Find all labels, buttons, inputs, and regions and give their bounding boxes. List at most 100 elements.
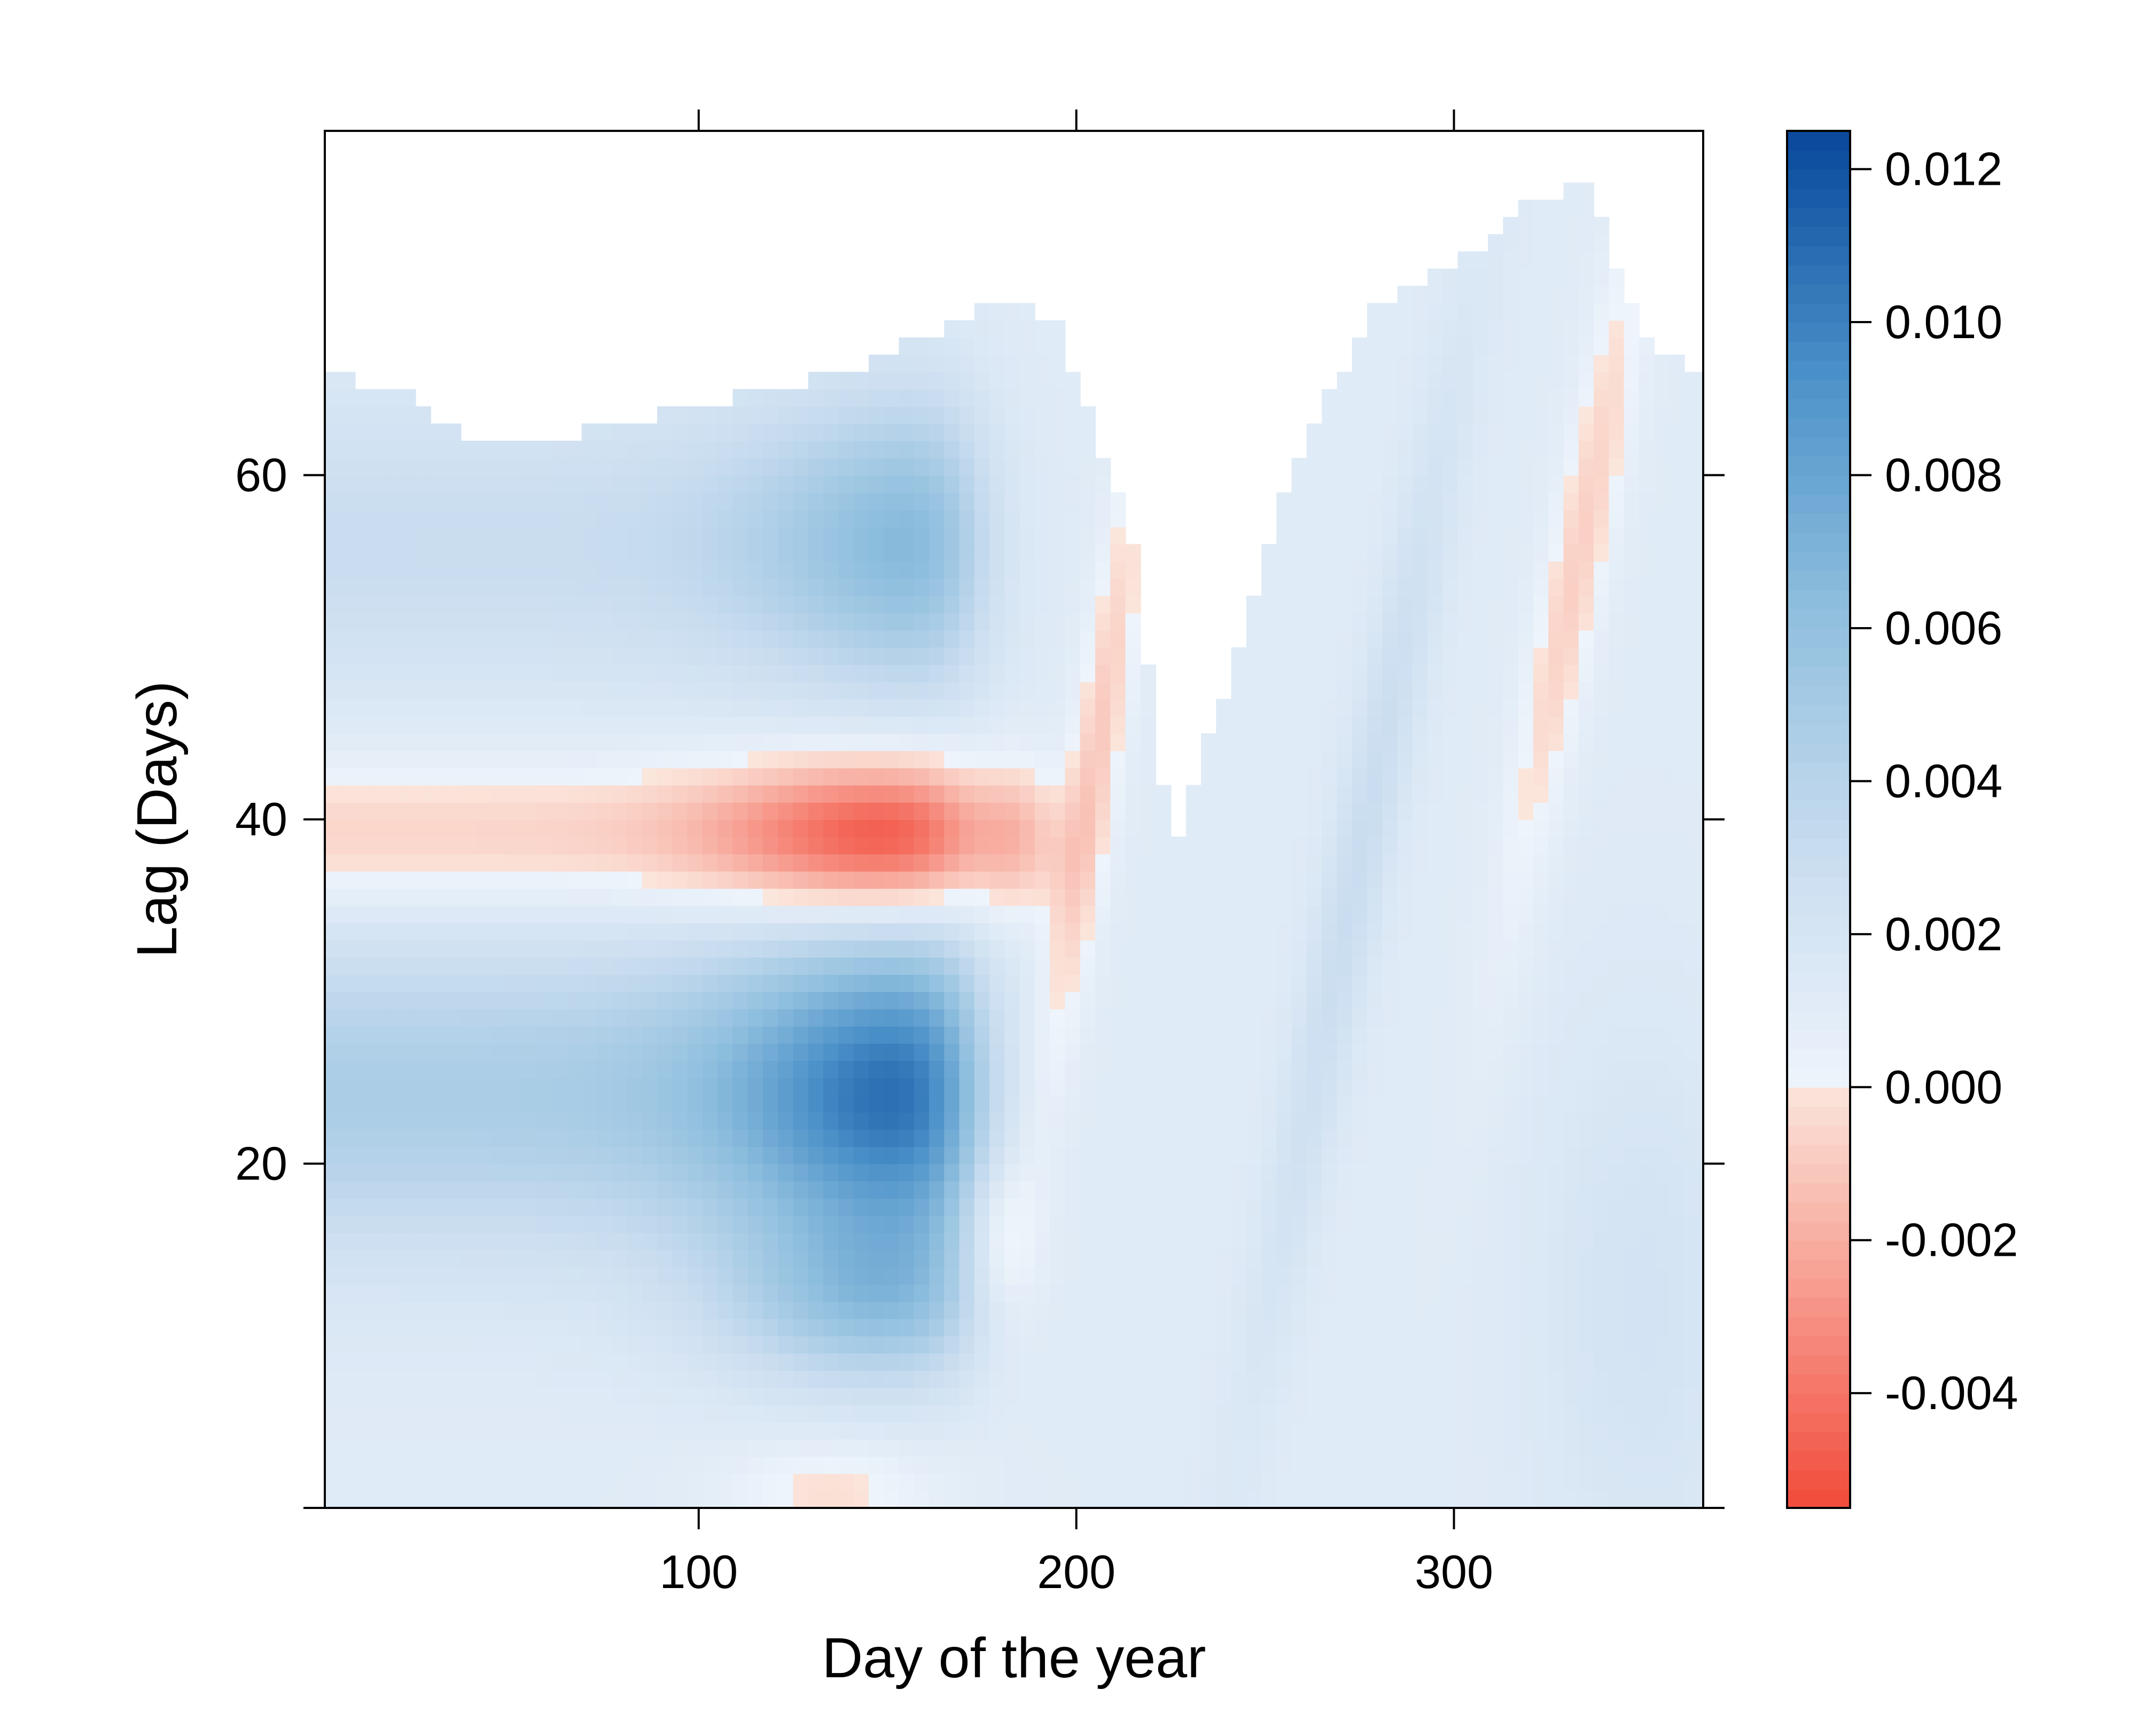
heatmap-cell [989,768,1005,786]
heatmap-cell [461,510,477,528]
heatmap-cell [1322,1370,1338,1388]
heatmap-cell [1050,940,1066,958]
heatmap-cell [1306,1473,1323,1491]
heatmap-cell [536,1301,552,1319]
heatmap-cell [1367,337,1383,355]
heatmap-cell [581,1301,597,1319]
heatmap-cell [596,871,613,889]
heatmap-cell [974,596,990,614]
heatmap-cell [944,1026,960,1044]
heatmap-cell [1065,1404,1081,1422]
heatmap-cell [1186,1129,1202,1147]
heatmap-cell [1457,819,1473,838]
heatmap-cell [596,1129,613,1147]
heatmap-cell [1276,733,1292,752]
heatmap-cell [914,423,930,441]
heatmap-cell [853,1421,869,1440]
heatmap-cell [612,596,628,614]
heatmap-cell [717,492,734,510]
heatmap-cell [1322,458,1338,476]
heatmap-cell [1004,1008,1020,1027]
heatmap-cell [1397,1490,1413,1508]
heatmap-cell [702,1439,719,1457]
heatmap-cell [1488,1370,1504,1388]
heatmap-cell [400,510,416,528]
heatmap-cell [1140,905,1157,924]
heatmap-cell [884,1249,900,1268]
heatmap-cell [1050,354,1066,373]
heatmap-cell [778,1404,794,1422]
heatmap-cell [1095,1335,1111,1354]
heatmap-cell [1397,596,1413,614]
heatmap-cell [415,1232,431,1250]
heatmap-cell [1095,1008,1111,1027]
heatmap-cell [1246,1043,1262,1061]
heatmap-cell [1140,1335,1157,1354]
heatmap-cell [385,1335,401,1354]
heatmap-cell [1322,957,1338,975]
heatmap-cell [1019,1060,1035,1078]
heatmap-cell [1216,1180,1232,1199]
heatmap-cell [1428,888,1444,906]
heatmap-cell [446,716,462,734]
heatmap-cell [1397,1094,1413,1113]
heatmap-cell [657,1180,673,1199]
heatmap-cell [521,1249,537,1268]
heatmap-cell [415,991,431,1010]
heatmap-cell [1261,596,1277,614]
heatmap-cell [370,699,386,717]
heatmap-cell [430,1284,447,1302]
heatmap-cell [717,1353,734,1371]
heatmap-cell [1412,716,1428,734]
heatmap-cell [1261,836,1277,855]
heatmap-cell [521,1094,537,1113]
heatmap-cell [430,647,447,665]
heatmap-cell [461,441,477,459]
heatmap-cell [989,974,1005,992]
heatmap-cell [1065,1353,1081,1371]
heatmap-cell [1352,578,1368,596]
heatmap-cell [325,733,341,752]
heatmap-cell [566,1284,582,1302]
heatmap-cell [1382,492,1398,510]
heatmap-cell [1065,630,1081,648]
heatmap-cell [566,1439,582,1457]
heatmap-cell [642,1060,658,1078]
heatmap-cell [732,974,748,992]
heatmap-cell [944,664,960,683]
heatmap-cell [1171,922,1187,941]
heatmap-cell [868,1301,885,1319]
heatmap-cell [521,1060,537,1078]
heatmap-cell [929,991,945,1010]
heatmap-cell [1428,854,1444,872]
heatmap-cell [1276,991,1292,1010]
heatmap-cell [1472,458,1489,476]
heatmap-cell [1352,1008,1368,1027]
heatmap-cell [989,596,1005,614]
heatmap-cell [853,1456,869,1474]
heatmap-cell [762,630,779,648]
heatmap-cell [732,1129,748,1147]
heatmap-cell [581,922,597,941]
heatmap-cell [1276,1318,1292,1336]
heatmap-cell [1276,1146,1292,1164]
heatmap-cell [551,1180,567,1199]
heatmap-cell [838,733,854,752]
heatmap-cell [1352,991,1368,1010]
heatmap-cell [732,1318,748,1336]
heatmap-cell [355,1318,371,1336]
heatmap-cell [1322,1163,1338,1182]
heatmap-cell [551,733,567,752]
heatmap-cell [400,716,416,734]
heatmap-cell [1034,596,1051,614]
heatmap-cell [642,561,658,579]
heatmap-cell [868,475,885,493]
heatmap-cell [642,423,658,441]
heatmap-cell [1156,1249,1172,1268]
heatmap-cell [1080,1353,1096,1371]
heatmap-cell [778,1456,794,1474]
heatmap-cell [989,682,1005,700]
heatmap-cell [793,1198,809,1216]
heatmap-cell [1412,1439,1428,1457]
heatmap-cell [430,1249,447,1268]
